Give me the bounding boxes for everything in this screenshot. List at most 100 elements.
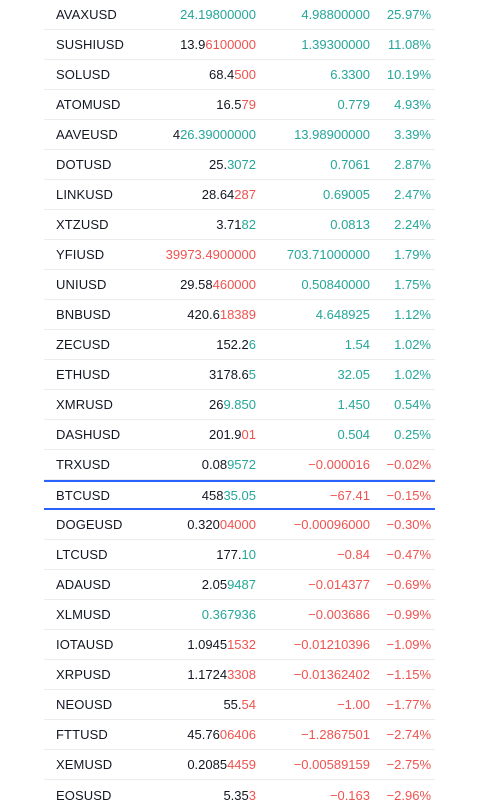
watchlist-row-atomusd[interactable]: ATOMUSD 16.579 0.779 4.93% (44, 90, 435, 120)
watchlist-row-xrpusd[interactable]: XRPUSD 1.17243308 −0.01362402 −1.15% (44, 660, 435, 690)
watchlist-row-xtzusd[interactable]: XTZUSD 3.7182 0.0813 2.24% (44, 210, 435, 240)
change-value: 4.648925 (315, 307, 370, 322)
symbol-label: ZECUSD (56, 337, 111, 352)
price-unchanged-digits: 0.320 (187, 517, 220, 532)
price-unchanged-digits: 16.5 (216, 97, 242, 112)
price-changed-digits: 500 (234, 67, 256, 82)
symbol-label: NEOUSD (56, 697, 113, 712)
last-price: 3.7182 (216, 217, 256, 232)
symbol-label: BNBUSD (56, 307, 111, 322)
price-unchanged-digits: 1.0945 (187, 637, 228, 652)
change-value: 0.504 (337, 427, 370, 442)
symbol-label: FTTUSD (56, 727, 108, 742)
price-unchanged-digits: 26 (208, 397, 224, 412)
change-percent: −2.75% (386, 757, 431, 772)
change-percent: 10.19% (386, 67, 431, 82)
price-changed-digits: 82 (241, 217, 256, 232)
watchlist-row-xlmusd[interactable]: XLMUSD 0.367936 −0.003686 −0.99% (44, 600, 435, 630)
change-value: 13.98900000 (294, 127, 370, 142)
price-unchanged-digits: 28.64 (201, 187, 235, 202)
change-percent: 1.02% (394, 337, 431, 352)
change-value: 0.7061 (330, 157, 370, 172)
symbol-label: EOSUSD (56, 787, 112, 803)
watchlist-row-dashusd[interactable]: DASHUSD 201.901 0.504 0.25% (44, 420, 435, 450)
price-changed-digits: 18389 (219, 307, 256, 322)
price-unchanged-digits: 5.35 (223, 787, 249, 803)
watchlist-row-yfiusd[interactable]: YFIUSD 39973.4900000 703.71000000 1.79% (44, 240, 435, 270)
watchlist-row-btcusd[interactable]: BTCUSD 45835.05 −67.41 −0.15% (44, 480, 435, 510)
change-percent: −0.30% (386, 517, 431, 532)
watchlist-row-eosusd[interactable]: EOSUSD 5.353 −0.163 −2.96% (44, 780, 435, 810)
change-value: 0.779 (337, 97, 370, 112)
last-price: 24.19800000 (180, 7, 256, 22)
last-price: 426.39000000 (173, 127, 256, 142)
change-value: −0.01362402 (293, 667, 370, 682)
last-price: 45.7606406 (187, 727, 256, 742)
symbol-label: AAVEUSD (56, 127, 118, 142)
watchlist-row-dotusd[interactable]: DOTUSD 25.3072 0.7061 2.87% (44, 150, 435, 180)
watchlist-row-linkusd[interactable]: LINKUSD 28.64287 0.69005 2.47% (44, 180, 435, 210)
watchlist-row-bnbusd[interactable]: BNBUSD 420.618389 4.648925 1.12% (44, 300, 435, 330)
price-unchanged-digits: 458 (201, 487, 224, 503)
watchlist-row-ltcusd[interactable]: LTCUSD 177.10 −0.84 −0.47% (44, 540, 435, 570)
change-percent: 2.24% (394, 217, 431, 232)
change-value: 1.450 (337, 397, 370, 412)
watchlist-row-dogeusd[interactable]: DOGEUSD 0.32004000 −0.00096000 −0.30% (44, 510, 435, 540)
change-value: −0.014377 (308, 577, 370, 592)
price-changed-digits: 9487 (227, 577, 256, 592)
watchlist-row-ethusd[interactable]: ETHUSD 3178.65 32.05 1.02% (44, 360, 435, 390)
price-unchanged-digits: 0.2085 (187, 757, 228, 772)
change-value: 0.0813 (330, 217, 370, 232)
price-changed-digits: 1532 (227, 637, 256, 652)
price-unchanged-digits: 4 (172, 127, 181, 142)
last-price: 68.4500 (209, 67, 256, 82)
change-percent: 0.54% (394, 397, 431, 412)
price-changed-digits: 10 (241, 547, 256, 562)
price-unchanged-digits: 1.1724 (187, 667, 228, 682)
watchlist-row-sushiusd[interactable]: SUSHIUSD 13.96100000 1.39300000 11.08% (44, 30, 435, 60)
price-unchanged-digits: 45.76 (187, 727, 220, 742)
symbol-label: LINKUSD (56, 187, 114, 202)
change-value: 1.54 (344, 337, 370, 352)
symbol-label: AVAXUSD (56, 7, 117, 22)
change-percent: −0.99% (386, 607, 431, 622)
last-price: 55.54 (223, 697, 256, 712)
watchlist-row-xmrusd[interactable]: XMRUSD 269.850 1.450 0.54% (44, 390, 435, 420)
watchlist-row-xemusd[interactable]: XEMUSD 0.20854459 −0.00589159 −2.75% (44, 750, 435, 780)
change-percent: −1.77% (386, 697, 431, 712)
watchlist-row-fttusd[interactable]: FTTUSD 45.7606406 −1.2867501 −2.74% (44, 720, 435, 750)
watchlist-row-neousd[interactable]: NEOUSD 55.54 −1.00 −1.77% (44, 690, 435, 720)
change-value: 6.3300 (330, 67, 370, 82)
watchlist-row-zecusd[interactable]: ZECUSD 152.26 1.54 1.02% (44, 330, 435, 360)
symbol-label: IOTAUSD (56, 637, 114, 652)
symbol-label: ATOMUSD (56, 97, 121, 112)
price-unchanged-digits: 29.58 (180, 277, 213, 292)
watchlist-row-uniusd[interactable]: UNIUSD 29.58460000 0.50840000 1.75% (44, 270, 435, 300)
change-value: 0.50840000 (301, 277, 370, 292)
last-price: 2.059487 (202, 577, 256, 592)
price-changed-digits: 24.19800000 (180, 7, 256, 22)
watchlist-row-iotausd[interactable]: IOTAUSD 1.09451532 −0.01210396 −1.09% (44, 630, 435, 660)
price-unchanged-digits: 2.05 (201, 577, 228, 592)
last-price: 45835.05 (202, 488, 256, 503)
price-unchanged-digits: 177. (216, 547, 242, 562)
price-changed-digits: 6 (248, 337, 256, 352)
price-unchanged-digits: 420.6 (187, 307, 220, 322)
watchlist-row-solusd[interactable]: SOLUSD 68.4500 6.3300 10.19% (44, 60, 435, 90)
price-changed-digits: 9572 (227, 457, 256, 472)
watchlist-row-aaveusd[interactable]: AAVEUSD 426.39000000 13.98900000 3.39% (44, 120, 435, 150)
last-price: 13.96100000 (180, 37, 256, 52)
last-price: 1.17243308 (187, 667, 256, 682)
change-value: −0.163 (329, 787, 370, 803)
watchlist-row-trxusd[interactable]: TRXUSD 0.089572 −0.000016 −0.02% (44, 450, 435, 480)
change-percent: −0.69% (386, 577, 431, 592)
symbol-label: XTZUSD (56, 217, 109, 232)
change-percent: 1.02% (394, 367, 431, 382)
change-percent: 3.39% (394, 127, 431, 142)
watchlist-row-avaxusd[interactable]: AVAXUSD 24.19800000 4.98800000 25.97% (44, 0, 435, 30)
price-changed-digits: 3308 (227, 667, 256, 682)
change-percent: 2.87% (394, 157, 431, 172)
watchlist-row-adausd[interactable]: ADAUSD 2.059487 −0.014377 −0.69% (44, 570, 435, 600)
price-changed-digits: 79 (241, 97, 256, 112)
